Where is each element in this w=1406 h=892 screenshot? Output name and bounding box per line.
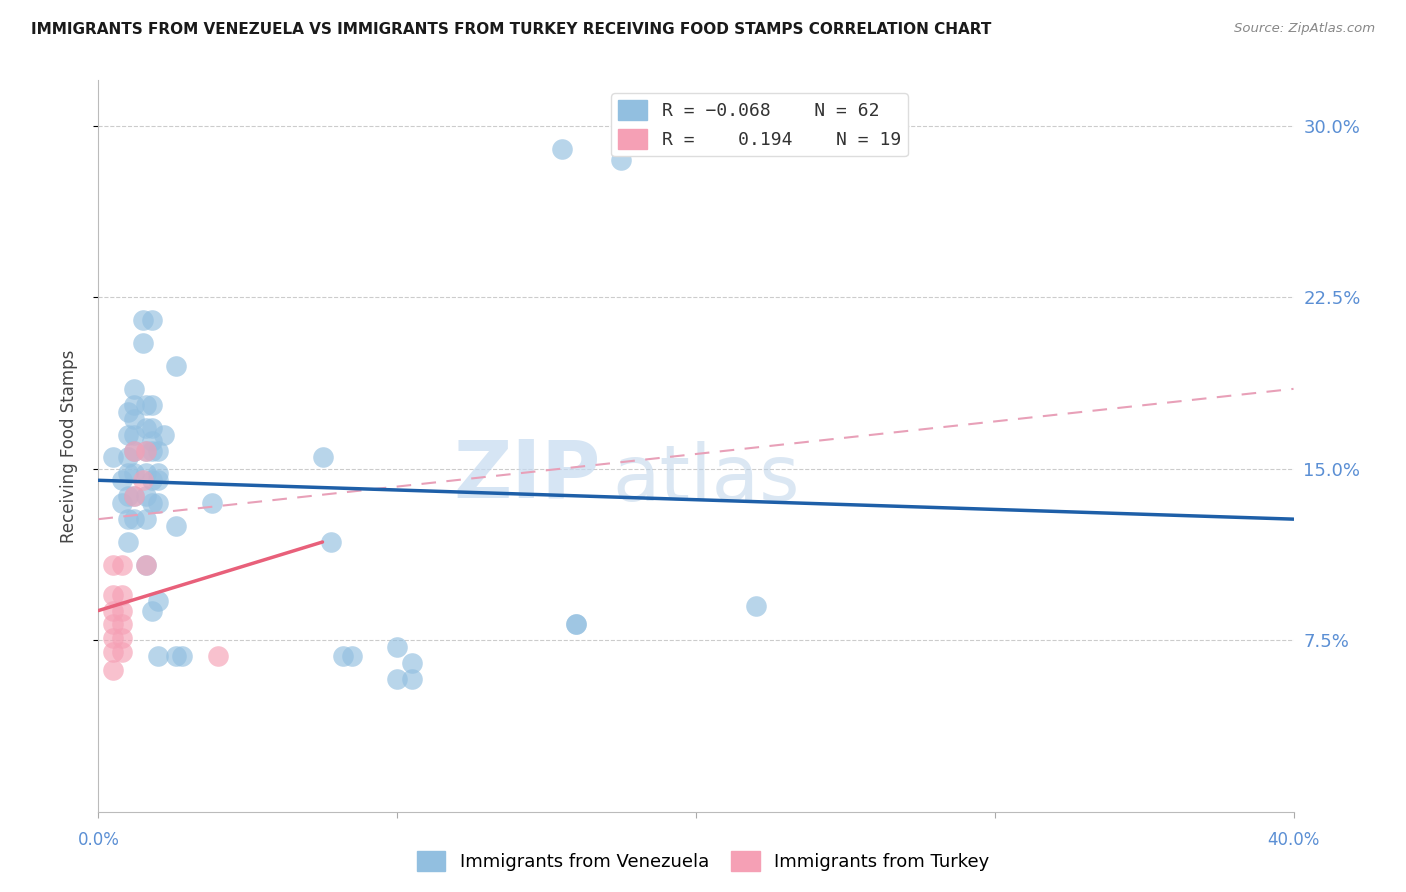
Point [124, 467, 146, 481]
Point [135, 489, 157, 503]
Point [124, 489, 146, 503]
Point [207, 649, 229, 664]
Point [135, 421, 157, 435]
Point [141, 496, 163, 510]
Point [111, 645, 134, 659]
Point [103, 617, 125, 632]
Point [165, 359, 187, 373]
Point [103, 450, 125, 465]
Point [342, 649, 364, 664]
Point [103, 588, 125, 602]
Point [117, 489, 139, 503]
Point [565, 617, 588, 632]
Point [132, 336, 155, 351]
Point [124, 489, 146, 503]
Point [111, 496, 134, 510]
Point [103, 558, 125, 572]
Point [111, 558, 134, 572]
Point [124, 443, 146, 458]
Text: 40.0%: 40.0% [1267, 830, 1320, 848]
Point [148, 496, 170, 510]
Point [124, 411, 146, 425]
Point [132, 473, 155, 487]
Y-axis label: Receiving Food Stamps: Receiving Food Stamps [59, 350, 77, 542]
Point [148, 649, 170, 664]
Point [111, 588, 134, 602]
Point [111, 604, 134, 618]
Point [565, 617, 588, 632]
Point [141, 421, 163, 435]
Point [103, 645, 125, 659]
Point [141, 443, 163, 458]
Point [148, 467, 170, 481]
Point [111, 631, 134, 645]
Point [117, 512, 139, 526]
Point [141, 473, 163, 487]
Point [135, 443, 157, 458]
Text: ZIP: ZIP [453, 436, 600, 515]
Point [385, 672, 409, 686]
Point [141, 313, 163, 327]
Point [135, 467, 157, 481]
Point [135, 443, 157, 458]
Point [117, 427, 139, 442]
Text: IMMIGRANTS FROM VENEZUELA VS IMMIGRANTS FROM TURKEY RECEIVING FOOD STAMPS CORREL: IMMIGRANTS FROM VENEZUELA VS IMMIGRANTS … [31, 22, 991, 37]
Point [141, 398, 163, 412]
Point [165, 519, 187, 533]
Point [111, 473, 134, 487]
Point [141, 434, 163, 449]
Point [550, 142, 572, 156]
Point [148, 473, 170, 487]
Point [332, 649, 354, 664]
Point [385, 640, 409, 655]
Point [124, 512, 146, 526]
Point [135, 398, 157, 412]
Point [401, 672, 423, 686]
Point [103, 631, 125, 645]
Point [111, 617, 134, 632]
Text: 0.0%: 0.0% [77, 830, 120, 848]
Point [135, 558, 157, 572]
Point [172, 649, 194, 664]
Point [321, 535, 343, 549]
Text: Source: ZipAtlas.com: Source: ZipAtlas.com [1234, 22, 1375, 36]
Point [201, 496, 224, 510]
Point [103, 604, 125, 618]
Point [132, 313, 155, 327]
Point [610, 153, 633, 168]
Point [745, 599, 768, 613]
Point [135, 558, 157, 572]
Point [124, 443, 146, 458]
Point [135, 512, 157, 526]
Point [117, 405, 139, 419]
Point [124, 398, 146, 412]
Point [165, 649, 187, 664]
Point [117, 467, 139, 481]
Legend: Immigrants from Venezuela, Immigrants from Turkey: Immigrants from Venezuela, Immigrants fr… [409, 844, 997, 879]
Point [141, 604, 163, 618]
Point [117, 535, 139, 549]
Legend: R = −0.068    N = 62, R =    0.194    N = 19: R = −0.068 N = 62, R = 0.194 N = 19 [612, 93, 908, 156]
Point [148, 443, 170, 458]
Text: atlas: atlas [613, 441, 800, 517]
Point [153, 427, 176, 442]
Point [148, 594, 170, 608]
Point [401, 656, 423, 670]
Point [124, 427, 146, 442]
Point [117, 450, 139, 465]
Point [311, 450, 333, 465]
Point [103, 663, 125, 677]
Point [124, 382, 146, 396]
